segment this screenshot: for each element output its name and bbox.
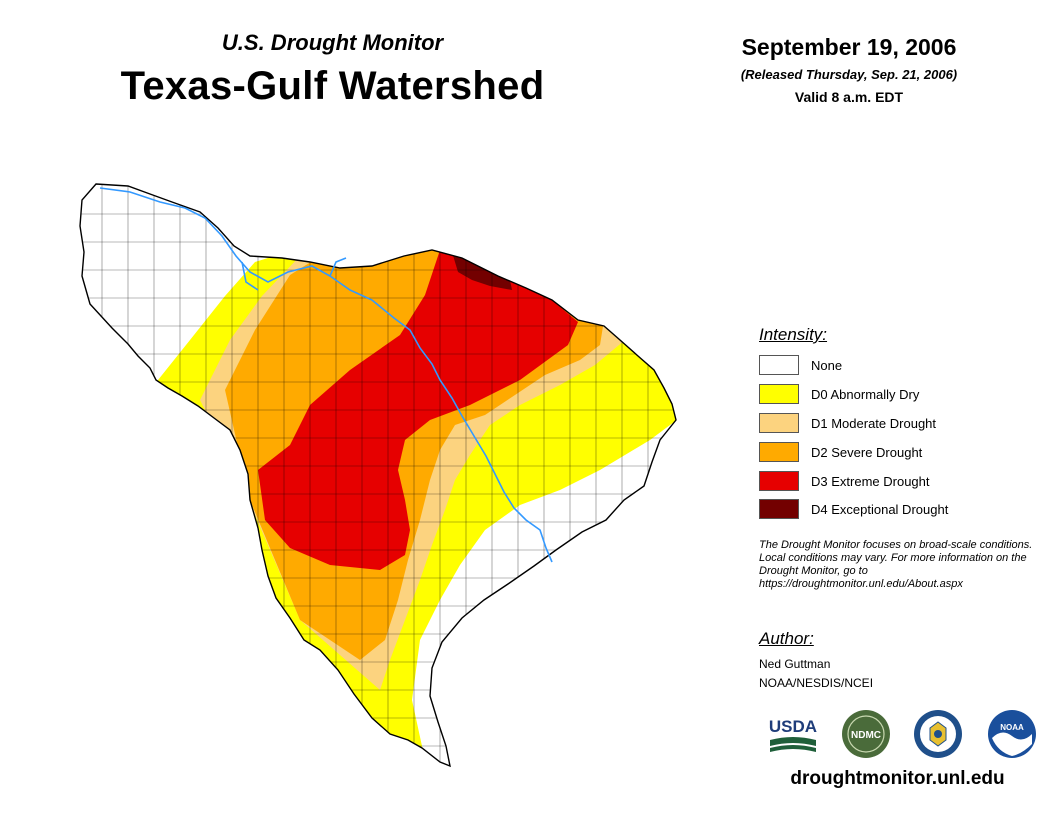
legend-swatch-d4 xyxy=(759,499,799,519)
valid-time: Valid 8 a.m. EDT xyxy=(794,89,904,105)
legend-item-d1: D1 Moderate Drought xyxy=(759,412,936,434)
legend-label: D0 Abnormally Dry xyxy=(811,386,920,402)
legend-item-d2: D2 Severe Drought xyxy=(759,441,922,463)
map-date: September 19, 2006 xyxy=(741,34,957,60)
author-org: NOAA/NESDIS/NCEI xyxy=(759,676,874,690)
ndmc-logo-icon: NDMC xyxy=(842,710,890,758)
legend-swatch-d3 xyxy=(759,471,799,491)
main-river xyxy=(99,187,553,563)
legend-swatch-d1 xyxy=(759,413,799,433)
legend-heading: Intensity: xyxy=(759,325,828,344)
rivers xyxy=(99,187,553,563)
website-url: droughtmonitor.unl.edu xyxy=(790,768,1005,789)
map-subtitle: U.S. Drought Monitor xyxy=(221,30,444,55)
disclaimer-note: The Drought Monitor focuses on broad-sca… xyxy=(759,539,1033,590)
noaa-logo-text: NOAA xyxy=(1000,723,1024,732)
usda-logo-icon: USDA xyxy=(769,717,817,752)
usda-logo-text: USDA xyxy=(769,717,817,736)
legend-item-d4: D4 Exceptional Drought xyxy=(759,498,948,520)
commerce-seal-icon xyxy=(914,710,962,758)
release-date: (Released Thursday, Sep. 21, 2006) xyxy=(740,67,958,82)
drought-zone-d4 xyxy=(452,252,512,290)
legend-swatch-none xyxy=(759,355,799,375)
legend-item-d0: D0 Abnormally Dry xyxy=(759,383,919,405)
legend-label: D2 Severe Drought xyxy=(811,444,923,460)
drought-map xyxy=(79,183,677,767)
map-title: Texas-Gulf Watershed xyxy=(120,64,545,108)
legend-swatch-d2 xyxy=(759,442,799,462)
legend-item-d3: D3 Extreme Drought xyxy=(759,470,930,492)
legend-swatch-d0 xyxy=(759,384,799,404)
legend-label: D3 Extreme Drought xyxy=(811,473,930,489)
legend-label: D4 Exceptional Drought xyxy=(811,501,949,517)
author-name: Ned Guttman xyxy=(759,657,831,671)
legend-label: None xyxy=(811,357,843,373)
legend-item-none: None xyxy=(759,354,842,376)
ndmc-logo-text: NDMC xyxy=(851,730,881,741)
noaa-logo-icon: NOAA xyxy=(988,710,1036,758)
tributary-river xyxy=(241,257,347,291)
legend-label: D1 Moderate Drought xyxy=(811,415,937,431)
author-heading: Author: xyxy=(759,629,814,648)
